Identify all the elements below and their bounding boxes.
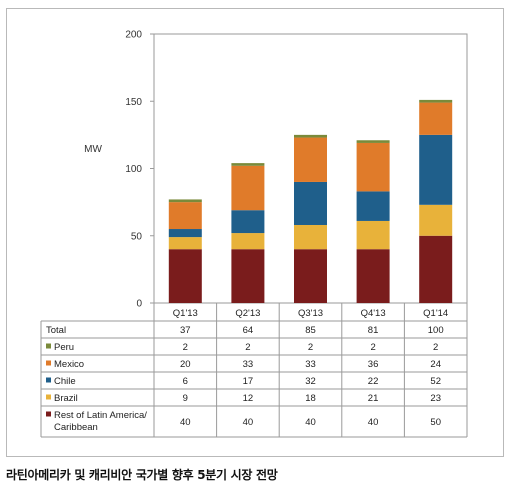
chart-caption: 라틴아메리카 및 캐리비안 국가별 향후 5분기 시장 전망 <box>6 468 278 482</box>
table-cell-value: 2 <box>245 342 250 353</box>
table-cell-value: 2 <box>370 342 375 353</box>
table-row-label: Total <box>46 325 66 336</box>
y-tick-label: 0 <box>136 299 142 310</box>
bar-segment-mexico <box>356 142 390 192</box>
table-cell-value: 17 <box>243 376 254 387</box>
table-cell-value: 81 <box>368 325 379 336</box>
table-row-label: Brazil <box>54 393 78 404</box>
table-cell-value: 32 <box>305 376 316 387</box>
bar-segment-rest-of-latin-america <box>231 249 265 303</box>
bar-segment-peru <box>231 163 265 166</box>
table-cell-value: 18 <box>305 393 316 404</box>
table-cell-value: 50 <box>430 417 441 428</box>
x-category-label: Q4'13 <box>361 308 386 319</box>
x-category-label: Q3'13 <box>298 308 323 319</box>
table-cell-value: 85 <box>305 325 316 336</box>
table-cell-value: 40 <box>180 417 191 428</box>
table-cell-value: 52 <box>430 376 441 387</box>
legend-swatch <box>46 411 51 417</box>
bar-segment-peru <box>419 99 453 103</box>
table-cell-value: 20 <box>180 359 191 370</box>
table-cell-value: 40 <box>243 417 254 428</box>
bar-segment-mexico <box>294 137 327 182</box>
legend-swatch <box>46 394 51 400</box>
table-row-label: Mexico <box>54 359 84 370</box>
table-cell-value: 33 <box>243 359 254 370</box>
y-tick-label: 100 <box>125 164 142 175</box>
y-tick-label: 200 <box>125 30 142 41</box>
bar-segment-peru <box>294 134 327 138</box>
bar-segment-chile <box>419 134 453 205</box>
table-cell-value: 21 <box>368 393 379 404</box>
bar-segment-chile <box>168 229 202 238</box>
table-cell-value: 40 <box>368 417 379 428</box>
x-category-label: Q1'14 <box>423 308 448 319</box>
table-row-label: Caribbean <box>54 422 98 433</box>
table-cell-value: 36 <box>368 359 379 370</box>
y-tick-label: 50 <box>131 231 143 242</box>
table-cell-value: 33 <box>305 359 316 370</box>
bar-segment-brazil <box>231 233 265 250</box>
legend-swatch <box>46 377 51 383</box>
table-row-label: Rest of Latin America/ <box>54 410 147 421</box>
table-row-label: Chile <box>54 376 76 387</box>
table-cell-value: 2 <box>183 342 188 353</box>
table-cell-value: 12 <box>243 393 254 404</box>
table-cell-value: 6 <box>183 376 188 387</box>
bar-segment-rest-of-latin-america <box>294 249 327 303</box>
bar-segment-peru <box>356 140 390 143</box>
bar-segment-brazil <box>168 237 202 250</box>
table-cell-value: 64 <box>243 325 254 336</box>
x-category-label: Q2'13 <box>235 308 260 319</box>
bar-segment-rest-of-latin-america <box>356 249 390 303</box>
bar-segment-rest-of-latin-america <box>419 235 453 303</box>
bar-segment-mexico <box>419 102 453 135</box>
bar-segment-chile <box>294 181 327 225</box>
table-cell-value: 100 <box>428 325 444 336</box>
legend-swatch <box>46 360 51 366</box>
table-cell-value: 22 <box>368 376 379 387</box>
bar-segment-mexico <box>168 202 202 230</box>
table-row-label: Peru <box>54 342 74 353</box>
stacked-bar-chart: 0 50 100 150 200 MW Q1'13 Q2'13 Q3'13 Q4'13 Q1'14 T… <box>40 30 468 438</box>
legend-swatch <box>46 343 51 349</box>
table-cell-value: 2 <box>308 342 313 353</box>
bar-segment-brazil <box>356 220 390 250</box>
x-category-label: Q1'13 <box>173 308 198 319</box>
table-cell-value: 24 <box>430 359 441 370</box>
bar-segment-brazil <box>419 204 453 236</box>
bar-segment-mexico <box>231 165 265 211</box>
bar-segment-brazil <box>294 224 327 250</box>
table-cell-value: 40 <box>305 417 316 428</box>
table-cell-value: 2 <box>433 342 438 353</box>
bar-segment-chile <box>231 210 265 234</box>
table-cell-value: 23 <box>430 393 441 404</box>
table-cell-value: 37 <box>180 325 191 336</box>
bar-segment-chile <box>356 191 390 221</box>
y-axis-label: MW <box>84 144 102 155</box>
bar-segment-peru <box>168 199 202 203</box>
table-cell-value: 9 <box>183 393 188 404</box>
y-tick-label: 150 <box>125 97 142 108</box>
bar-segment-rest-of-latin-america <box>168 249 202 303</box>
